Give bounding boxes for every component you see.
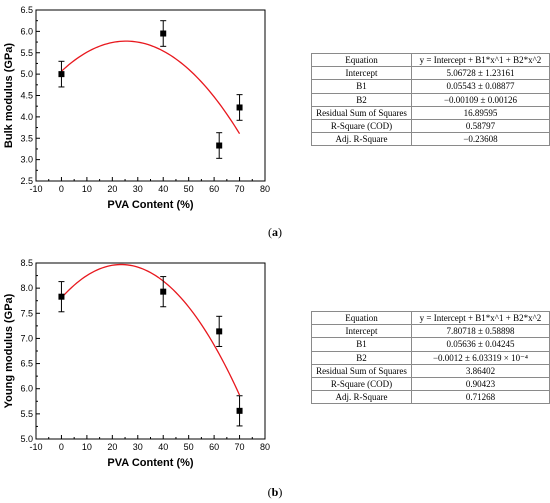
fit-table-value: 0.71268 <box>410 390 550 405</box>
pa-y-tick-label: 4.0 <box>20 112 33 122</box>
pb-fit-curve <box>60 263 241 396</box>
pb-data-point <box>236 407 243 414</box>
pa-x-tick-label: 70 <box>235 184 245 194</box>
pb-x-tick-label: 60 <box>209 442 219 452</box>
fit-table-row: B2 −0.0012 ± 6.03319 × 10⁻⁴ <box>311 350 550 365</box>
fit-table-key: Adj. R-Square <box>311 390 412 405</box>
pb-y-tick-label: 5.0 <box>20 434 33 444</box>
pb-y-tick-label: 8.0 <box>20 283 33 293</box>
fit-table-row: Adj. R-Square −0.23608 <box>311 132 550 147</box>
fit-table-key: R-Square (COD) <box>311 118 412 134</box>
fit-table-row: Equation y = Intercept + B1*x^1 + B2*x^2 <box>311 310 550 326</box>
fit-table-key: R-Square (COD) <box>311 376 412 392</box>
fit-table-row: Residual Sum of Squares 3.86402 <box>311 363 550 378</box>
pb-y-axis-label: Young modulus (GPa) <box>3 293 15 408</box>
pa-x-tick-label: 30 <box>133 184 143 194</box>
pa-y-tick-label: 6.0 <box>20 26 33 36</box>
fit-table-key: B1 <box>311 79 412 94</box>
fit-table-row: Equation y = Intercept + B1*x^1 + B2*x^2 <box>311 52 550 68</box>
pa-x-tick-label: 20 <box>107 184 117 194</box>
pa-data-point <box>160 30 167 37</box>
fit-table-key: Intercept <box>311 324 412 339</box>
pa-plot-frame <box>35 9 266 182</box>
fit-table-value: 5.06728 ± 1.23161 <box>410 66 550 81</box>
pb-y-tick-label: 6.5 <box>20 359 33 369</box>
pb-x-tick-label: -10 <box>29 442 42 452</box>
pb-x-tick-label: 10 <box>82 442 92 452</box>
pa-data-point <box>236 104 243 111</box>
fit-table-value: 7.80718 ± 0.58898 <box>410 324 550 339</box>
fit-table-key: Equation <box>311 52 412 68</box>
pb-x-tick-label: 50 <box>184 442 194 452</box>
fit-table-key: B2 <box>311 350 412 365</box>
fit-table-row: R-Square (COD) 0.58797 <box>311 118 550 134</box>
fit-table-value: 16.89595 <box>410 105 550 120</box>
pb-x-tick-label: 0 <box>59 442 64 452</box>
pb-x-tick-label: 70 <box>235 442 245 452</box>
pb-x-tick-label: 30 <box>133 442 143 452</box>
pa-x-axis-label: PVA Content (%) <box>107 199 193 211</box>
pb-y-tick-label: 8.5 <box>20 258 33 268</box>
pb-data-point <box>160 288 167 295</box>
pa-y-tick-label: 5.0 <box>20 69 33 79</box>
pa-y-tick-label: 2.5 <box>20 176 33 186</box>
fit-table-row: Adj. R-Square 0.71268 <box>311 390 550 405</box>
pb-x-tick-label: 80 <box>260 442 270 452</box>
fit-table-value: 3.86402 <box>410 363 550 378</box>
fit-table-key: Adj. R-Square <box>311 132 412 147</box>
fit-table-row: B1 0.05636 ± 0.04245 <box>311 337 550 352</box>
pa-x-tick-label: 0 <box>59 184 64 194</box>
pb-data-point <box>216 328 223 335</box>
pa-y-axis-label: Bulk modulus (GPa) <box>3 43 15 148</box>
fit-table-a: Equation y = Intercept + B1*x^1 + B2*x^2 I… <box>311 52 550 147</box>
pa-data-point <box>216 142 223 149</box>
fit-table-key: Equation <box>311 310 412 326</box>
pa-x-tick-label: 10 <box>82 184 92 194</box>
pa-data-point <box>58 71 65 78</box>
pa-y-tick-label: 3.0 <box>20 155 33 165</box>
fit-table-b: Equation y = Intercept + B1*x^1 + B2*x^2 I… <box>311 310 550 405</box>
pa-x-tick-label: -10 <box>29 184 42 194</box>
fit-table-row: Intercept 5.06728 ± 1.23161 <box>311 66 550 81</box>
fit-table-row: Residual Sum of Squares 16.89595 <box>311 105 550 120</box>
fit-table-value: 0.58797 <box>410 118 550 134</box>
pa-y-tick-label: 4.5 <box>20 91 33 101</box>
fit-table-key: Residual Sum of Squares <box>311 363 412 378</box>
pa-x-tick-label: 80 <box>260 184 270 194</box>
pb-y-tick-label: 6.0 <box>20 384 33 394</box>
pa-y-tick-label: 3.5 <box>20 133 33 143</box>
pb-y-tick-label: 5.5 <box>20 409 33 419</box>
pa-x-tick-label: 60 <box>209 184 219 194</box>
fit-table-value: −0.00109 ± 0.00126 <box>410 92 550 107</box>
pb-y-tick-label: 7.5 <box>20 308 33 318</box>
pb-x-tick-label: 20 <box>107 442 117 452</box>
fit-table-value: y = Intercept + B1*x^1 + B2*x^2 <box>410 52 550 68</box>
pa-x-tick-label: 40 <box>158 184 168 194</box>
fit-table-row: B2 −0.00109 ± 0.00126 <box>311 92 550 107</box>
pa-y-tick-label: 5.5 <box>20 48 33 58</box>
pb-x-tick-label: 40 <box>158 442 168 452</box>
fit-table-value: 0.05543 ± 0.08877 <box>410 79 550 94</box>
fit-table-value: −0.0012 ± 6.03319 × 10⁻⁴ <box>410 350 550 365</box>
fit-table-key: B2 <box>311 92 412 107</box>
fit-table-key: Residual Sum of Squares <box>311 105 412 120</box>
pb-data-point <box>58 293 65 300</box>
fit-table-row: B1 0.05543 ± 0.08877 <box>311 79 550 94</box>
pb-x-axis-label: PVA Content (%) <box>107 457 193 469</box>
pa-fit-curve <box>61 40 241 135</box>
pa-y-tick-label: 6.5 <box>20 5 33 15</box>
fit-table-value: 0.90423 <box>410 376 550 392</box>
fit-table-value: y = Intercept + B1*x^1 + B2*x^2 <box>410 310 550 326</box>
fit-table-row: R-Square (COD) 0.90423 <box>311 376 550 392</box>
fit-table-key: B1 <box>311 337 412 352</box>
pa-x-tick-label: 50 <box>184 184 194 194</box>
fit-table-value: −0.23608 <box>410 132 550 147</box>
fit-table-key: Intercept <box>311 66 412 81</box>
fit-table-row: Intercept 7.80718 ± 0.58898 <box>311 324 550 339</box>
pa-caption: (a) <box>268 225 282 239</box>
pb-y-tick-label: 7.0 <box>20 333 33 343</box>
pb-caption: (b) <box>268 485 283 499</box>
fit-table-value: 0.05636 ± 0.04245 <box>410 337 550 352</box>
